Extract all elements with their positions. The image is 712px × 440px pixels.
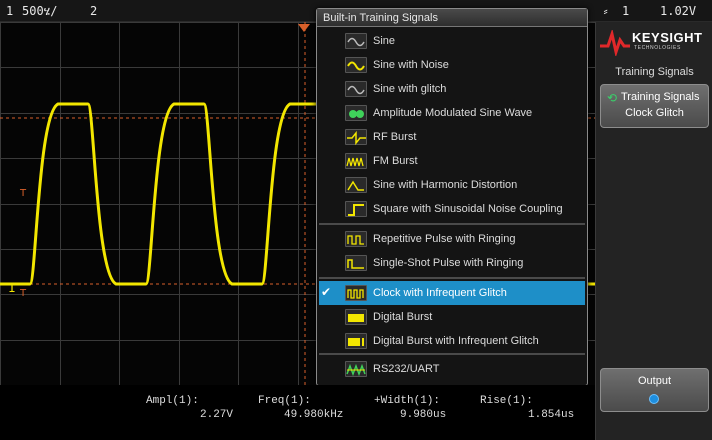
menu-separator <box>319 223 585 225</box>
menu-item[interactable]: Sine with glitch <box>319 77 585 101</box>
menu-item[interactable]: Single-Shot Pulse with Ringing <box>319 251 585 275</box>
menu-item[interactable]: Sine with Noise <box>319 53 585 77</box>
menu-item[interactable]: Sine with Harmonic Distortion <box>319 173 585 197</box>
menu-item-label: Sine with Noise <box>373 59 449 71</box>
rf-burst-icon <box>345 129 367 146</box>
rise-value: 1.854us <box>528 409 575 421</box>
uart-icon <box>345 361 367 377</box>
channel-number[interactable]: 1 <box>6 4 14 18</box>
trigger-channel[interactable]: 1 <box>622 4 630 18</box>
menu-item[interactable]: ✔ Clock with Infrequent Glitch <box>319 281 585 305</box>
fm-burst-icon <box>345 153 367 169</box>
harmonic-sine-icon <box>345 177 367 193</box>
training-signals-softkey[interactable]: ⟲ Training Signals Clock Glitch <box>600 84 709 128</box>
brand-name: KEYSIGHT <box>632 30 703 45</box>
trigger-marker-icon <box>298 24 310 32</box>
keysight-logo: KEYSIGHT TECHNOLOGIES <box>600 28 708 60</box>
freq-value: 49.980kHz <box>284 409 344 421</box>
panel-title: Training Signals <box>615 66 694 78</box>
single-pulse-icon <box>345 255 367 271</box>
sine-noise-icon <box>345 57 367 73</box>
square-noise-icon <box>345 201 367 217</box>
channel-ground-marker: 1 <box>8 281 16 295</box>
output-softkey[interactable]: Output <box>600 368 709 412</box>
menu-item[interactable]: Sine <box>319 29 585 53</box>
brand-subtitle: TECHNOLOGIES <box>634 45 681 51</box>
rep-pulse-icon <box>345 231 367 247</box>
menu-item-label: Clock with Infrequent Glitch <box>373 287 507 299</box>
menu-item-label: Amplitude Modulated Sine Wave <box>373 107 533 119</box>
trigger-level-marker: T <box>19 188 27 199</box>
vertical-scale[interactable]: 500ሄ/ <box>22 4 58 18</box>
menu-item[interactable]: RS232/UART <box>319 357 585 381</box>
menu-item[interactable]: FM Burst <box>319 149 585 173</box>
cycle-icon: ⟲ <box>607 91 618 105</box>
ground-marker: T <box>19 288 27 299</box>
rise-label: Rise(1): <box>480 395 533 407</box>
menu-item-label: RF Burst <box>373 131 417 143</box>
menu-item-label: Sine with Harmonic Distortion <box>373 179 518 191</box>
menu-item-label: Sine with glitch <box>373 83 447 95</box>
am-sine-icon <box>345 105 367 121</box>
output-label: Output <box>637 375 672 387</box>
sine-glitch-icon <box>345 81 367 97</box>
digital-burst-icon <box>345 309 367 325</box>
menu-item[interactable]: RF Burst <box>319 125 585 149</box>
menu-item-label: Square with Sinusoidal Noise Coupling <box>373 203 563 215</box>
menu-item[interactable]: Amplitude Modulated Sine Wave <box>319 101 585 125</box>
menu-item-label: Sine <box>373 35 396 47</box>
menu-item[interactable]: Repetitive Pulse with Ringing <box>319 227 585 251</box>
width-label: +Width(1): <box>374 395 441 407</box>
ampl-label: Ampl(1): <box>146 395 199 407</box>
softkey-panel: KEYSIGHT TECHNOLOGIES Training Signals ⟲… <box>595 22 712 440</box>
channel-2-number[interactable]: 2 <box>90 4 98 18</box>
clock-glitch-icon <box>345 285 367 301</box>
trigger-level[interactable]: 1.02V <box>660 4 697 18</box>
digital-glitch-icon <box>345 333 367 349</box>
menu-separator <box>319 277 585 279</box>
menu-item[interactable]: Digital Burst with Infrequent Glitch <box>319 329 585 353</box>
softkey-value: Clock Glitch <box>625 107 684 119</box>
menu-item-label: RS232/UART <box>373 363 440 375</box>
menu-item[interactable]: Digital Burst <box>319 305 585 329</box>
ampl-value: 2.27V <box>200 409 234 421</box>
width-value: 9.980us <box>400 409 447 421</box>
training-signals-menu: Built-in Training Signals Sine Sine with … <box>316 8 588 386</box>
menu-item-label: Repetitive Pulse with Ringing <box>373 233 516 245</box>
menu-item[interactable]: Square with Sinusoidal Noise Coupling <box>319 197 585 221</box>
menu-item-label: Digital Burst with Infrequent Glitch <box>373 335 539 347</box>
softkey-label: Training Signals <box>621 91 700 103</box>
freq-label: Freq(1): <box>258 395 311 407</box>
menu-item-label: Digital Burst <box>373 311 433 323</box>
menu-separator <box>319 353 585 355</box>
output-indicator-icon <box>649 394 659 404</box>
sine-icon <box>345 33 367 49</box>
menu-item-label: FM Burst <box>373 155 418 167</box>
menu-title: Built-in Training Signals <box>317 9 587 27</box>
menu-item-label: Single-Shot Pulse with Ringing <box>373 257 524 269</box>
check-icon: ✔ <box>321 285 332 299</box>
trigger-edge-icon: ⸗ <box>602 4 610 18</box>
measurement-bar: Ampl(1): 2.27V Freq(1): 49.980kHz +Width… <box>0 385 595 440</box>
